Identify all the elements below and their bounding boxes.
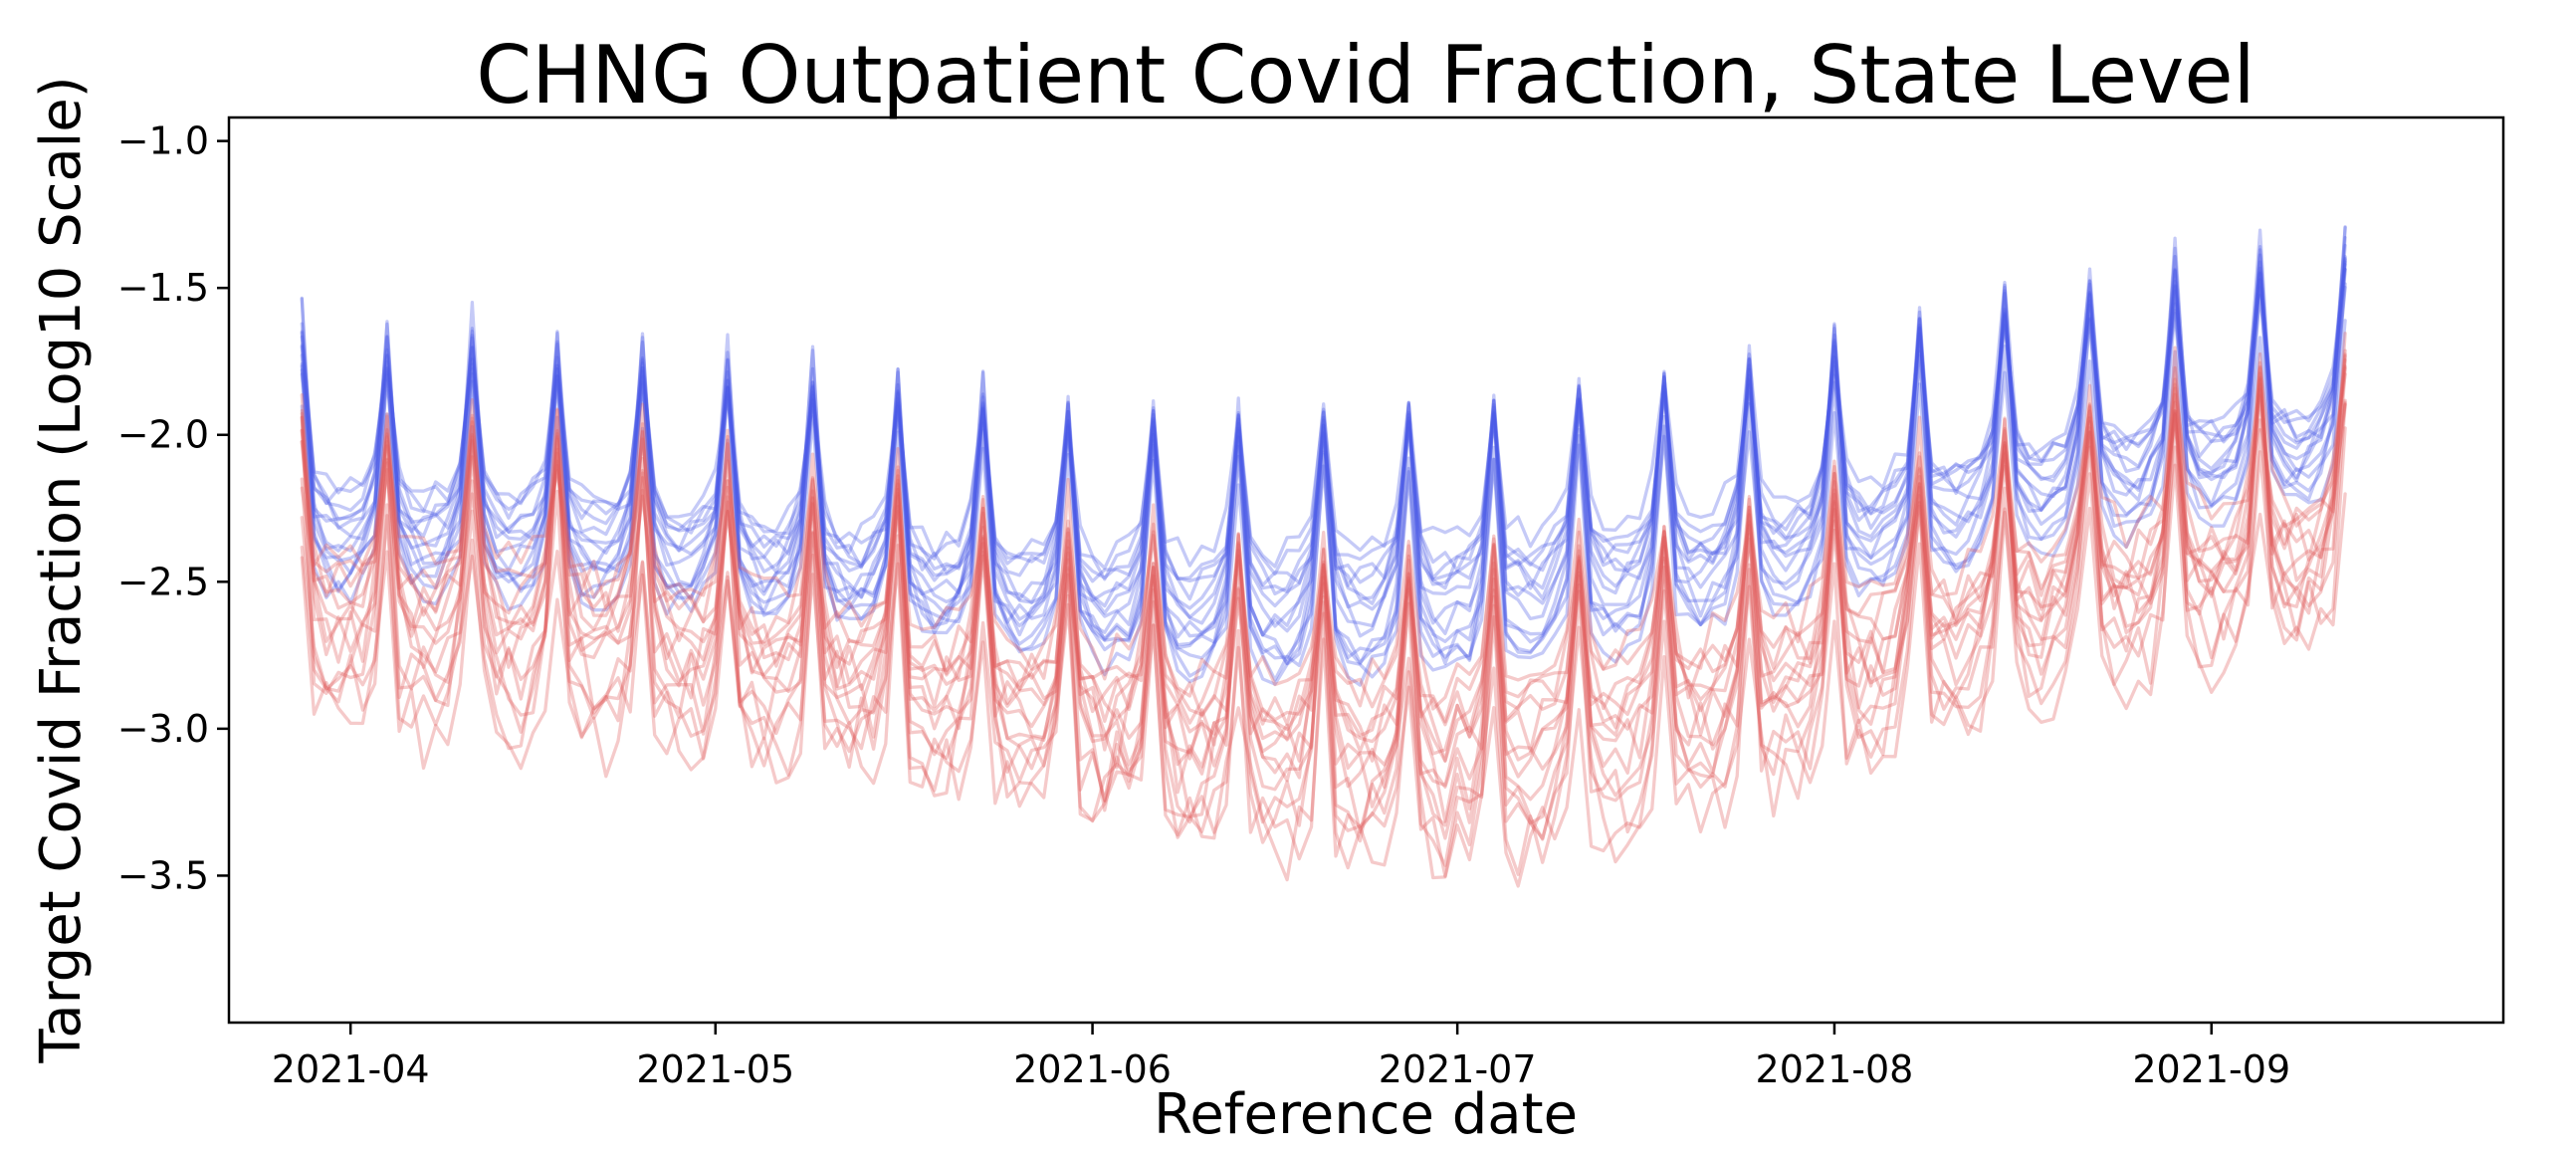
series-line-blue — [300, 254, 2347, 601]
y-tick-label: −3.5 — [117, 853, 209, 897]
x-axis-label: Reference date — [1154, 1082, 1578, 1147]
series-line-blue — [300, 253, 2347, 619]
y-axis-label: Target Covid Fraction (Log10 Scale) — [29, 76, 94, 1063]
y-tick-label: −2.5 — [117, 560, 209, 603]
series-line-red — [300, 346, 2347, 790]
y-tick-label: −1.0 — [117, 119, 209, 163]
x-axis: 2021-04 2021-05 2021-06 2021-07 2021-08 2021-… — [272, 1023, 2290, 1091]
series-line-red — [300, 402, 2347, 867]
y-tick-label: −3.0 — [117, 707, 209, 751]
series-line-red — [300, 372, 2347, 756]
x-tick-label: 2021-04 — [272, 1047, 430, 1091]
series-line-blue — [300, 225, 2347, 666]
x-tick-label: 2021-07 — [1379, 1047, 1537, 1091]
series-line-blue — [300, 319, 2347, 678]
series-line-blue — [300, 267, 2347, 687]
series-line-red — [300, 348, 2347, 763]
series-line-red — [300, 366, 2347, 844]
series-line-red — [300, 358, 2347, 763]
x-tick-label: 2021-08 — [1756, 1047, 1914, 1091]
y-axis: −1.0 −1.5 −2.0 −2.5 −3.0 −3.5 — [117, 119, 229, 897]
x-tick-label: 2021-09 — [2132, 1047, 2290, 1091]
chart-title: CHNG Outpatient Covid Fraction, State Le… — [476, 29, 2255, 121]
series-line-blue — [300, 228, 2347, 639]
series-line-red — [300, 400, 2347, 726]
series-line-blue — [300, 262, 2347, 581]
plot-area — [227, 116, 2505, 1025]
series-line-blue — [300, 258, 2347, 628]
series-layer — [300, 225, 2347, 888]
series-line-blue — [300, 255, 2347, 610]
series-line-red — [300, 463, 2347, 888]
series-line-red — [300, 332, 2347, 823]
series-line-red — [300, 360, 2347, 711]
x-tick-label: 2021-05 — [636, 1047, 794, 1091]
x-tick-label: 2021-06 — [1013, 1047, 1172, 1091]
series-line-red — [300, 354, 2347, 834]
series-line-red — [300, 366, 2347, 788]
series-line-red — [300, 364, 2347, 738]
series-line-blue — [300, 260, 2347, 571]
series-line-blue — [300, 270, 2347, 666]
series-line-red — [300, 426, 2347, 878]
y-tick-label: −2.0 — [117, 413, 209, 457]
series-line-blue — [300, 225, 2347, 686]
y-tick-label: −1.5 — [117, 266, 209, 310]
series-line-blue — [300, 285, 2347, 590]
plot-frame — [227, 116, 2505, 1025]
series-line-blue — [300, 243, 2347, 638]
